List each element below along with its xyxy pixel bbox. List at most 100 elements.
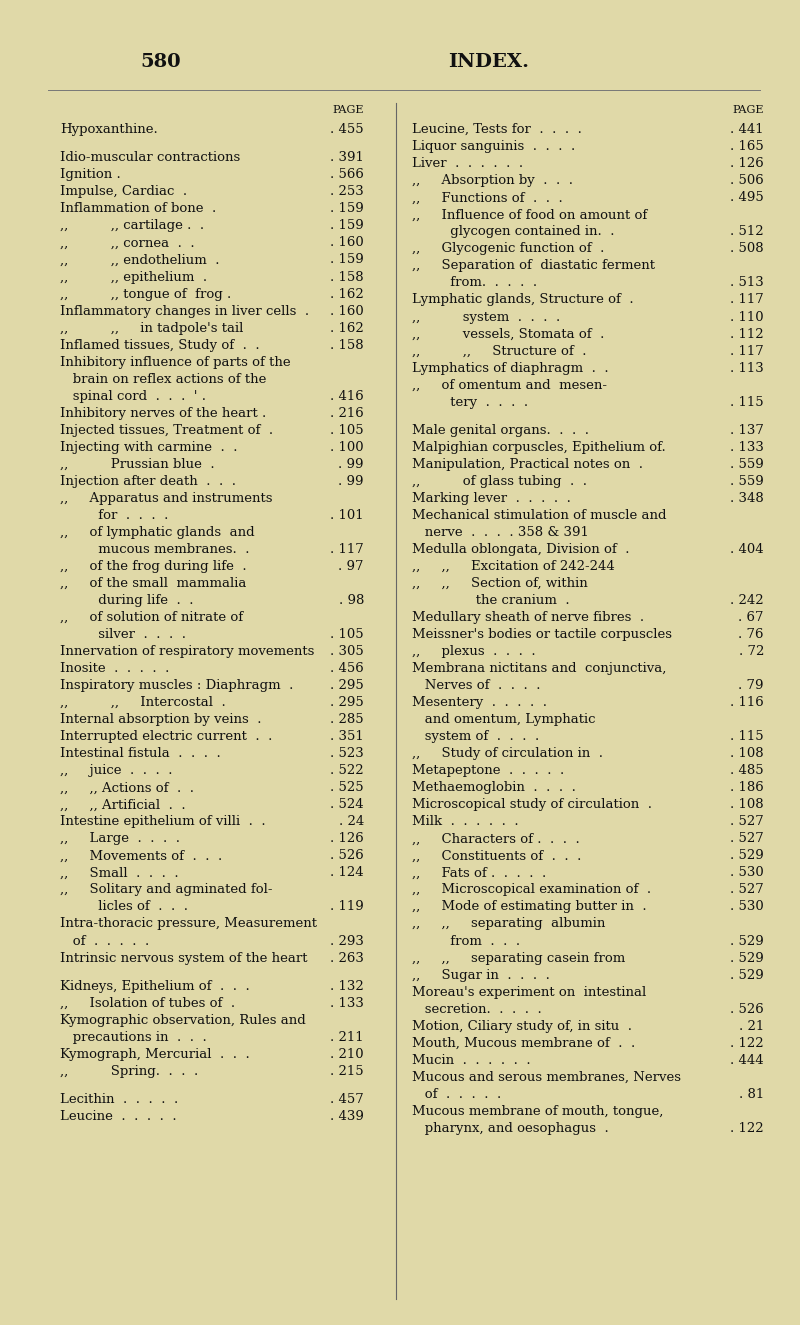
Text: Inosite  .  .  .  .  .: Inosite . . . . . xyxy=(60,662,170,676)
Text: Mucous membrane of mouth, tongue,: Mucous membrane of mouth, tongue, xyxy=(412,1105,663,1118)
Text: . 513: . 513 xyxy=(730,277,764,289)
Text: of  .  .  .  .  .: of . . . . . xyxy=(412,1088,502,1101)
Text: ,,          Prussian blue  .: ,, Prussian blue . xyxy=(60,458,214,470)
Text: ,,          ,,     in tadpole's tail: ,, ,, in tadpole's tail xyxy=(60,322,243,335)
Text: . 391: . 391 xyxy=(330,151,364,164)
Text: ,,     of lymphatic glands  and: ,, of lymphatic glands and xyxy=(60,526,254,539)
Text: ,,     Fats of .  .  .  .  .: ,, Fats of . . . . . xyxy=(412,867,546,880)
Text: . 124: . 124 xyxy=(330,867,364,880)
Text: . 126: . 126 xyxy=(330,832,364,845)
Text: . 99: . 99 xyxy=(338,474,364,488)
Text: ,,     Characters of .  .  .  .: ,, Characters of . . . . xyxy=(412,832,580,845)
Text: Hypoxanthine.: Hypoxanthine. xyxy=(60,123,158,136)
Text: from  .  .  .: from . . . xyxy=(412,934,520,947)
Text: glycogen contained in.  .: glycogen contained in. . xyxy=(412,225,614,238)
Text: . 485: . 485 xyxy=(730,765,764,778)
Text: . 526: . 526 xyxy=(730,1003,764,1016)
Text: Kymographic observation, Rules and: Kymographic observation, Rules and xyxy=(60,1014,306,1027)
Text: Lymphatic glands, Structure of  .: Lymphatic glands, Structure of . xyxy=(412,294,634,306)
Text: . 105: . 105 xyxy=(330,628,364,641)
Text: . 67: . 67 xyxy=(738,611,764,624)
Text: . 527: . 527 xyxy=(730,832,764,845)
Text: . 285: . 285 xyxy=(330,713,364,726)
Text: ,,     Apparatus and instruments: ,, Apparatus and instruments xyxy=(60,492,273,505)
Text: Membrana nictitans and  conjunctiva,: Membrana nictitans and conjunctiva, xyxy=(412,662,666,676)
Text: ,,          ,, epithelium  .: ,, ,, epithelium . xyxy=(60,270,207,284)
Text: ,,          ,, cornea  .  .: ,, ,, cornea . . xyxy=(60,236,194,249)
Text: Motion, Ciliary study of, in situ  .: Motion, Ciliary study of, in situ . xyxy=(412,1020,632,1032)
Text: ,,          ,,     Intercostal  .: ,, ,, Intercostal . xyxy=(60,696,226,709)
Text: spinal cord  .  .  .  ' .: spinal cord . . . ' . xyxy=(60,390,206,403)
Text: . 72: . 72 xyxy=(738,645,764,659)
Text: ,,     Large  .  .  .  .: ,, Large . . . . xyxy=(60,832,180,845)
Text: . 216: . 216 xyxy=(330,407,364,420)
Text: Male genital organs.  .  .  .: Male genital organs. . . . xyxy=(412,424,589,437)
Text: PAGE: PAGE xyxy=(333,105,364,115)
Text: Malpighian corpuscles, Epithelium of.: Malpighian corpuscles, Epithelium of. xyxy=(412,441,666,453)
Text: from.  .  .  .  .: from. . . . . xyxy=(412,277,537,289)
Text: . 117: . 117 xyxy=(730,344,764,358)
Text: Mechanical stimulation of muscle and: Mechanical stimulation of muscle and xyxy=(412,509,666,522)
Text: . 21: . 21 xyxy=(738,1020,764,1032)
Text: Intrinsic nervous system of the heart: Intrinsic nervous system of the heart xyxy=(60,951,307,965)
Text: . 253: . 253 xyxy=(330,186,364,199)
Text: . 116: . 116 xyxy=(730,696,764,709)
Text: ,,     Mode of estimating butter in  .: ,, Mode of estimating butter in . xyxy=(412,901,646,913)
Text: . 165: . 165 xyxy=(730,140,764,154)
Text: . 186: . 186 xyxy=(730,782,764,794)
Text: . 211: . 211 xyxy=(330,1031,364,1044)
Text: . 305: . 305 xyxy=(330,645,364,659)
Text: silver  .  .  .  .: silver . . . . xyxy=(60,628,186,641)
Text: Mucin  .  .  .  .  .  .: Mucin . . . . . . xyxy=(412,1053,530,1067)
Text: ,,     Constituents of  .  .  .: ,, Constituents of . . . xyxy=(412,849,582,863)
Text: . 526: . 526 xyxy=(330,849,364,863)
Text: ,,     Study of circulation in  .: ,, Study of circulation in . xyxy=(412,747,603,761)
Text: . 523: . 523 xyxy=(330,747,364,761)
Text: ,,     Small  .  .  .  .: ,, Small . . . . xyxy=(60,867,178,880)
Text: . 529: . 529 xyxy=(730,849,764,863)
Text: . 530: . 530 xyxy=(730,867,764,880)
Text: Lecithin  .  .  .  .  .: Lecithin . . . . . xyxy=(60,1093,178,1106)
Text: . 263: . 263 xyxy=(330,951,364,965)
Text: Marking lever  .  .  .  .  .: Marking lever . . . . . xyxy=(412,492,571,505)
Text: Intra-thoracic pressure, Measurement: Intra-thoracic pressure, Measurement xyxy=(60,917,317,930)
Text: Leucine  .  .  .  .  .: Leucine . . . . . xyxy=(60,1110,177,1122)
Text: mucous membranes.  .: mucous membranes. . xyxy=(60,543,250,556)
Text: . 113: . 113 xyxy=(730,362,764,375)
Text: during life  .  .: during life . . xyxy=(60,594,194,607)
Text: . 160: . 160 xyxy=(330,305,364,318)
Text: . 457: . 457 xyxy=(330,1093,364,1106)
Text: . 439: . 439 xyxy=(330,1110,364,1122)
Text: Idio-muscular contractions: Idio-muscular contractions xyxy=(60,151,240,164)
Text: . 99: . 99 xyxy=(338,458,364,470)
Text: tery  .  .  .  .: tery . . . . xyxy=(412,396,528,408)
Text: . 137: . 137 xyxy=(730,424,764,437)
Text: Inflammatory changes in liver cells  .: Inflammatory changes in liver cells . xyxy=(60,305,309,318)
Text: . 295: . 295 xyxy=(330,680,364,692)
Text: ,,     Absorption by  .  .  .: ,, Absorption by . . . xyxy=(412,175,573,187)
Text: ,,     ,,     separating casein from: ,, ,, separating casein from xyxy=(412,951,626,965)
Text: ,,          ,,     Structure of  .: ,, ,, Structure of . xyxy=(412,344,586,358)
Text: ,,     of solution of nitrate of: ,, of solution of nitrate of xyxy=(60,611,243,624)
Text: ,,     ,,     separating  albumin: ,, ,, separating albumin xyxy=(412,917,606,930)
Text: . 79: . 79 xyxy=(738,680,764,692)
Text: ,,     Isolation of tubes of  .: ,, Isolation of tubes of . xyxy=(60,996,235,1010)
Text: Lymphatics of diaphragm  .  .: Lymphatics of diaphragm . . xyxy=(412,362,609,375)
Text: Medulla oblongata, Division of  .: Medulla oblongata, Division of . xyxy=(412,543,630,556)
Text: ,,     Microscopical examination of  .: ,, Microscopical examination of . xyxy=(412,884,651,897)
Text: . 108: . 108 xyxy=(730,799,764,811)
Text: . 530: . 530 xyxy=(730,901,764,913)
Text: . 512: . 512 xyxy=(730,225,764,238)
Text: . 456: . 456 xyxy=(330,662,364,676)
Text: . 404: . 404 xyxy=(730,543,764,556)
Text: Metapeptone  .  .  .  .  .: Metapeptone . . . . . xyxy=(412,765,564,778)
Text: precautions in  .  .  .: precautions in . . . xyxy=(60,1031,206,1044)
Text: ,,     Functions of  .  .  .: ,, Functions of . . . xyxy=(412,191,562,204)
Text: . 24: . 24 xyxy=(338,815,364,828)
Text: . 100: . 100 xyxy=(330,441,364,453)
Text: Interrupted electric current  .  .: Interrupted electric current . . xyxy=(60,730,272,743)
Text: ,,     ,, Actions of  .  .: ,, ,, Actions of . . xyxy=(60,782,194,794)
Text: . 444: . 444 xyxy=(730,1053,764,1067)
Text: ,,          system  .  .  .  .: ,, system . . . . xyxy=(412,310,560,323)
Text: . 527: . 527 xyxy=(730,884,764,897)
